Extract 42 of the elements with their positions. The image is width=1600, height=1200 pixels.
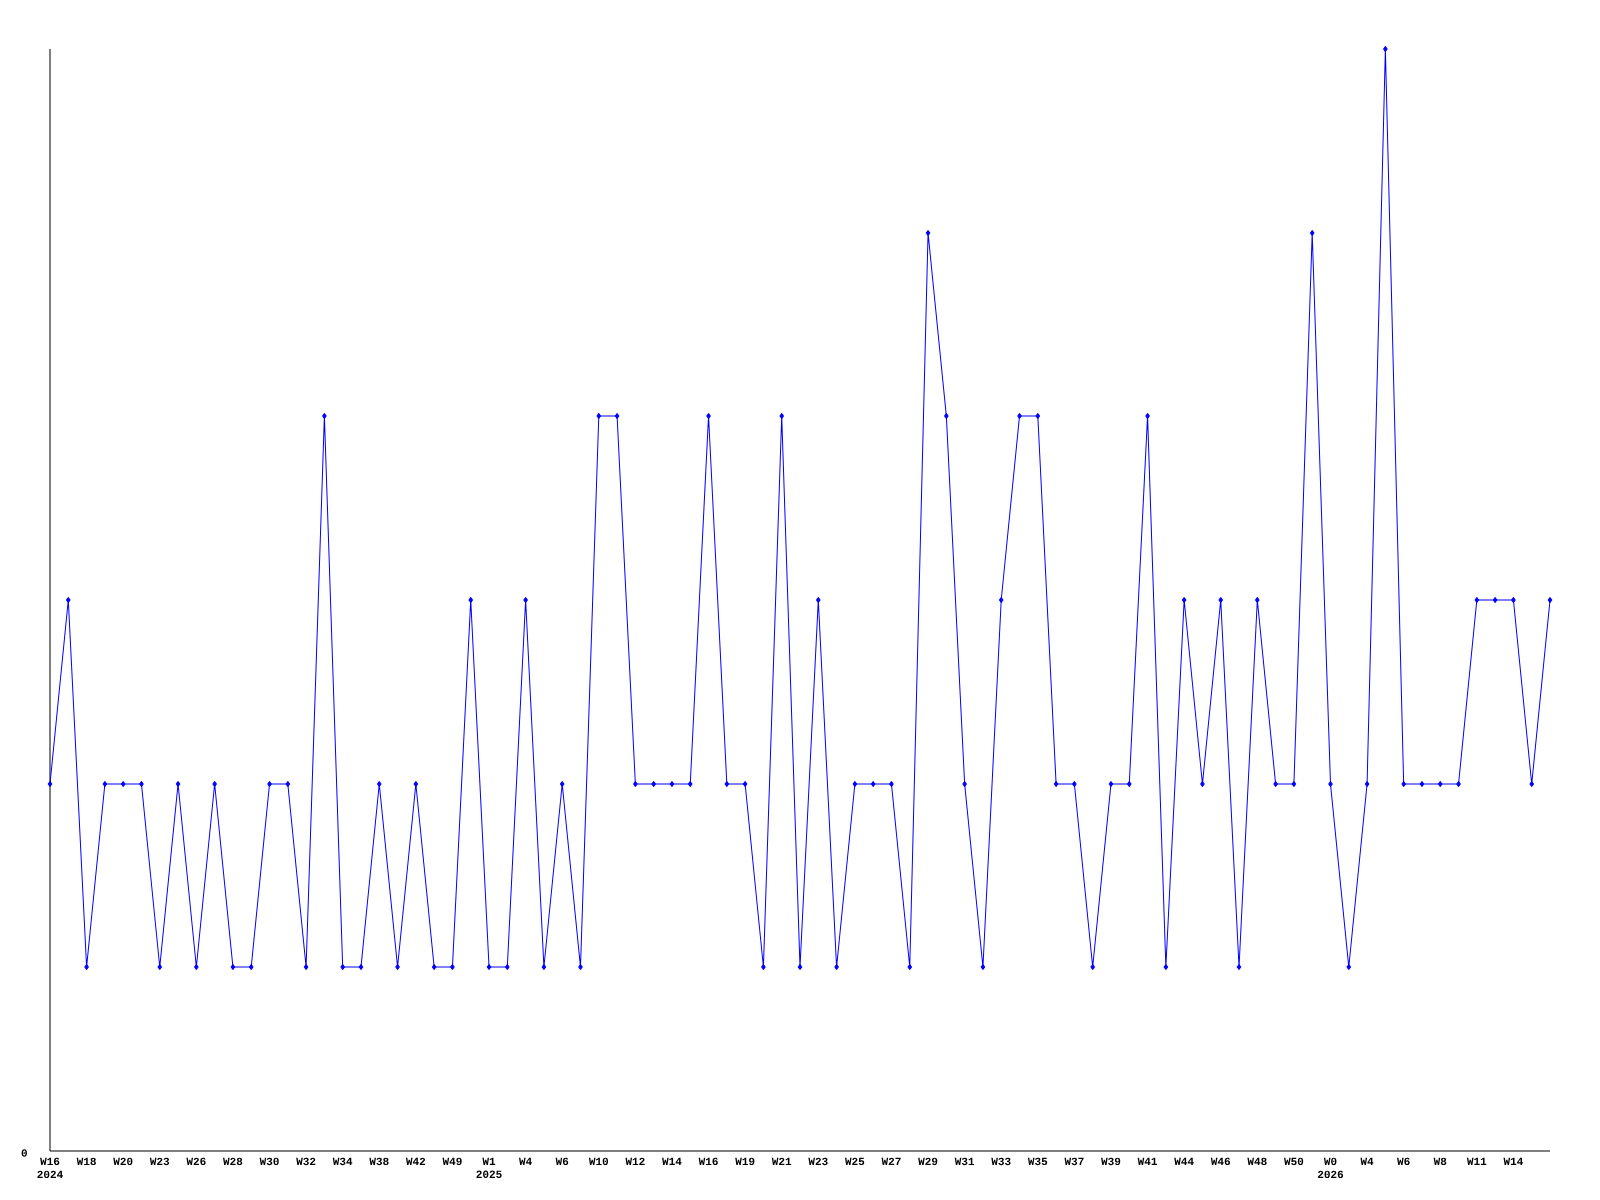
- x-tick-label: W42: [405, 1157, 426, 1166]
- x-tick-label: W4: [519, 1157, 532, 1165]
- x-tick-label: W46: [1210, 1157, 1231, 1166]
- x-tick-label: W14: [1503, 1157, 1523, 1165]
- text: 0: [21, 1149, 27, 1157]
- x-tick-label: W0 2026: [1317, 1157, 1344, 1179]
- x-tick-label: W44: [1174, 1157, 1194, 1165]
- x-tick-label: W35: [1027, 1157, 1048, 1166]
- x-tick-label: W50: [1284, 1157, 1304, 1166]
- x-tick-label: W49: [442, 1157, 462, 1166]
- x-tick-label: W39: [1101, 1157, 1121, 1166]
- x-tick-label: W41: [1137, 1157, 1158, 1165]
- x-tick-label: W12: [625, 1157, 645, 1166]
- x-tick-label: W1 2025: [476, 1157, 502, 1179]
- x-tick-label: W32: [296, 1157, 316, 1166]
- x-tick-label: W19: [735, 1157, 755, 1166]
- x-tick-label: W38: [369, 1157, 389, 1166]
- x-tick-label: W26: [186, 1157, 206, 1166]
- x-tick-label: W27: [881, 1157, 901, 1166]
- x-tick-label: W18: [76, 1157, 96, 1166]
- x-tick-label: W6: [1397, 1157, 1410, 1166]
- x-tick-label: W31: [954, 1157, 975, 1166]
- x-tick-label: W29: [918, 1157, 938, 1166]
- x-tick-label: W37: [1064, 1157, 1084, 1166]
- x-tick-label: W23: [149, 1157, 170, 1166]
- x-tick-label: W21: [771, 1157, 792, 1166]
- x-tick-label: W16 2024: [37, 1157, 63, 1179]
- x-tick-label: W48: [1247, 1157, 1267, 1166]
- x-tick-label: W34: [332, 1157, 353, 1166]
- x-tick-label: W30: [259, 1157, 279, 1166]
- x-tick-label: W28: [223, 1157, 243, 1166]
- x-tick-label: W4: [1360, 1157, 1374, 1165]
- x-tick-label: W33: [991, 1157, 1011, 1166]
- x-tick-label: W14: [662, 1157, 682, 1165]
- x-tick-label: W11: [1466, 1157, 1487, 1165]
- x-tick-label: W25: [844, 1157, 865, 1166]
- x-tick-label: W10: [588, 1157, 609, 1166]
- x-tick-label: W8: [1433, 1157, 1447, 1166]
- x-tick-label: W6: [555, 1157, 569, 1166]
- x-tick-label: W16: [698, 1157, 718, 1166]
- x-tick-label: W20: [113, 1157, 133, 1166]
- x-tick-label: W23: [808, 1157, 828, 1166]
